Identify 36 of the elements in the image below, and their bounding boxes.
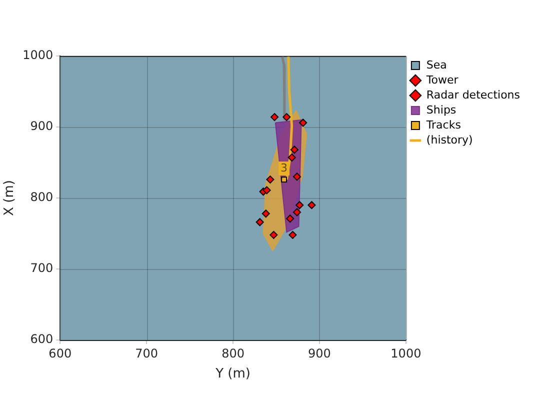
y-tick-label: 800 [30,190,54,204]
point [270,113,279,122]
point [290,146,298,154]
point [299,118,308,127]
x-tick-label: 800 [222,346,244,360]
y-tick-label: 1000 [22,48,54,62]
x-axis-title: Y (m) [214,366,250,382]
legend-label: Tracks [425,118,462,132]
point [256,218,264,226]
point [296,201,304,210]
point [288,230,297,239]
x-tick-label: 600 [48,346,72,360]
point [293,172,302,181]
point [282,113,291,122]
point [262,186,271,194]
point [308,201,316,210]
point [281,176,288,183]
y-tick-label: 600 [30,332,54,346]
x-tick-label: 700 [135,346,158,360]
point [288,154,296,162]
x-tick-label: 900 [308,346,331,360]
point [293,208,302,216]
legend-label: Ships [426,103,456,116]
annotation: 3 [280,161,288,174]
point [266,176,274,184]
y-tick-label: 700 [30,261,54,276]
legend-label: Radar detections [426,88,520,102]
point [286,214,294,223]
point [270,230,278,239]
band-label: Sea [426,58,447,72]
point [262,210,270,218]
y-axis-title: X (m) [2,180,18,216]
legend-label: (history) [426,133,473,146]
legend-label: Tower [425,73,459,86]
y-tick-label: 900 [30,119,54,134]
x-tick-label: 1000 [390,346,422,360]
